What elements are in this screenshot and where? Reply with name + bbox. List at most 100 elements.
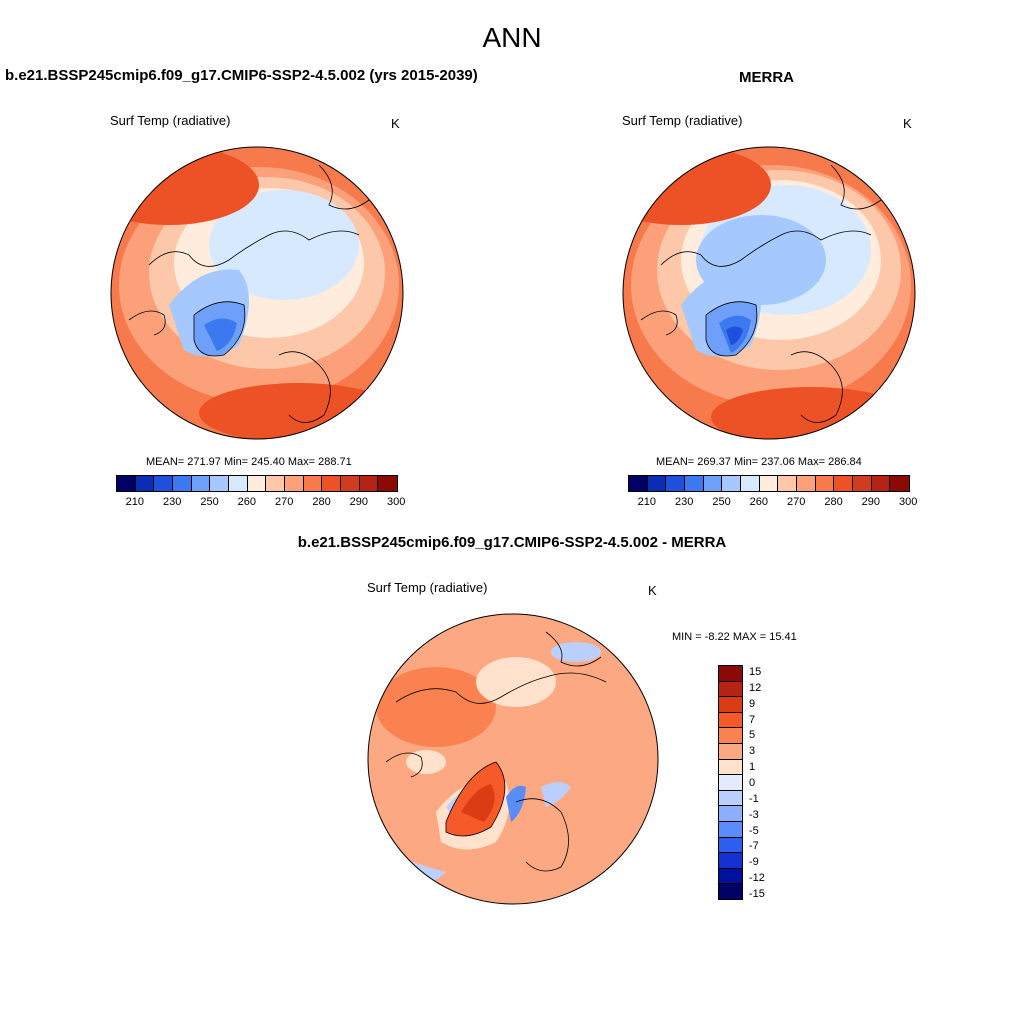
colorbar-tick-label: -12 xyxy=(749,872,765,885)
colorbar-swatch xyxy=(117,476,136,491)
colorbar-tick-label: 250 xyxy=(712,496,731,508)
colorbar-swatch xyxy=(719,775,742,791)
colorbar-tick-label: -5 xyxy=(749,824,759,837)
colorbar-tick-label: 280 xyxy=(312,496,331,508)
colorbar-swatch xyxy=(684,476,704,491)
colorbar-swatch xyxy=(719,853,742,869)
colorbar-tick-label: 290 xyxy=(349,496,369,508)
colorbar-tick-label: 230 xyxy=(163,496,182,508)
panel3-colorbar-ticks: 15 12 9 7 5 3 1 0 -1 -3 -5 -7 -9 -12 -15 xyxy=(749,666,789,900)
colorbar-tick-label: 260 xyxy=(237,496,257,508)
colorbar-tick-label: 260 xyxy=(749,496,769,508)
colorbar-swatch xyxy=(722,476,741,491)
colorbar-swatch xyxy=(340,476,360,491)
colorbar-swatch xyxy=(719,743,742,760)
colorbar-swatch xyxy=(871,476,891,491)
panel2-stats: MEAN= 269.37 Min= 237.06 Max= 286.84 xyxy=(656,456,862,468)
colorbar-tick-label: -7 xyxy=(749,840,759,853)
panel1-units: K xyxy=(391,116,400,131)
colorbar-tick-label: 9 xyxy=(749,697,756,710)
panel2-variable: Surf Temp (radiative) xyxy=(622,113,743,128)
colorbar-tick-label: 5 xyxy=(749,729,756,742)
colorbar-swatch xyxy=(719,712,742,729)
panel2-colorbar-ticks: 210 230 250 260 270 280 290 300 xyxy=(628,496,918,510)
panel2-title: MERRA xyxy=(739,69,794,86)
colorbar-swatch xyxy=(647,476,667,491)
colorbar-swatch xyxy=(719,821,742,838)
arctic-ocean xyxy=(209,190,359,300)
colorbar-swatch xyxy=(719,666,742,682)
colorbar-tick-label: 1 xyxy=(749,761,756,774)
colorbar-swatch xyxy=(778,476,797,491)
colorbar-swatch xyxy=(378,476,397,491)
colorbar-swatch xyxy=(719,728,742,744)
panel1-variable: Surf Temp (radiative) xyxy=(110,113,231,128)
colorbar-swatch xyxy=(247,476,267,491)
colorbar-swatch xyxy=(191,476,211,491)
colorbar-swatch xyxy=(815,476,835,491)
colorbar-swatch xyxy=(719,790,742,807)
colorbar-swatch xyxy=(303,476,323,491)
colorbar-tick-label: 12 xyxy=(749,681,762,694)
panel2-map xyxy=(622,146,916,440)
colorbar-tick-label: 300 xyxy=(899,496,918,508)
panel1-colorbar-ticks: 210 230 250 260 270 280 290 300 xyxy=(116,496,406,510)
colorbar-swatch xyxy=(172,476,192,491)
colorbar-tick-label: 7 xyxy=(749,713,756,726)
colorbar-swatch xyxy=(719,681,742,698)
colorbar-tick-label: 3 xyxy=(749,745,756,758)
colorbar-swatch xyxy=(759,476,779,491)
colorbar-tick-label: -15 xyxy=(749,888,765,900)
colorbar-swatch xyxy=(154,476,173,491)
colorbar-tick-label: 230 xyxy=(675,496,694,508)
coastlines xyxy=(128,164,370,423)
colorbar-swatch xyxy=(834,476,853,491)
colorbar-tick-label: 280 xyxy=(824,496,843,508)
colorbar-swatch xyxy=(703,476,723,491)
colorbar-tick-label: 210 xyxy=(125,496,145,508)
panel2-colorbar xyxy=(628,475,910,492)
panel1-map xyxy=(110,146,404,440)
panel3-stats: MIN = -8.22 MAX = 15.41 xyxy=(672,631,797,643)
colorbar-swatch xyxy=(719,697,742,713)
colorbar-tick-label: 250 xyxy=(200,496,219,508)
colorbar-tick-label: -3 xyxy=(749,808,759,821)
panel1-stats: MEAN= 271.97 Min= 245.40 Max= 288.71 xyxy=(146,456,352,468)
colorbar-swatch xyxy=(719,759,742,776)
panel3-colorbar xyxy=(718,665,743,900)
colorbar-swatch xyxy=(228,476,248,491)
colorbar-swatch xyxy=(719,806,742,822)
colorbar-tick-label: 15 xyxy=(749,666,762,678)
panel3-units: K xyxy=(648,583,657,598)
colorbar-swatch xyxy=(322,476,341,491)
colorbar-tick-label: 0 xyxy=(749,777,756,789)
panel1-title: b.e21.BSSP245cmip6.f09_g17.CMIP6-SSP2-4.… xyxy=(5,67,478,84)
colorbar-swatch xyxy=(740,476,760,491)
colorbar-swatch xyxy=(359,476,379,491)
panel2-units: K xyxy=(903,116,912,131)
colorbar-tick-label: -9 xyxy=(749,856,759,869)
colorbar-swatch xyxy=(890,476,909,491)
panel1-colorbar xyxy=(116,475,398,492)
colorbar-swatch xyxy=(135,476,155,491)
panel3-map xyxy=(367,613,659,905)
coastlines xyxy=(385,631,607,872)
colorbar-tick-label: 270 xyxy=(275,496,294,508)
colorbar-tick-label: 270 xyxy=(787,496,806,508)
colorbar-swatch xyxy=(719,884,742,899)
colorbar-swatch xyxy=(666,476,685,491)
colorbar-swatch xyxy=(719,868,742,885)
colorbar-swatch xyxy=(719,837,742,854)
colorbar-swatch xyxy=(629,476,648,491)
colorbar-tick-label: -1 xyxy=(749,792,759,805)
colorbar-swatch xyxy=(852,476,872,491)
colorbar-swatch xyxy=(266,476,285,491)
colorbar-swatch xyxy=(796,476,816,491)
colorbar-swatch xyxy=(210,476,229,491)
colorbar-tick-label: 210 xyxy=(637,496,657,508)
figure-title: ANN xyxy=(482,22,542,53)
coastlines xyxy=(640,164,882,423)
colorbar-tick-label: 300 xyxy=(387,496,406,508)
colorbar-swatch xyxy=(284,476,304,491)
colorbar-tick-label: 290 xyxy=(861,496,881,508)
